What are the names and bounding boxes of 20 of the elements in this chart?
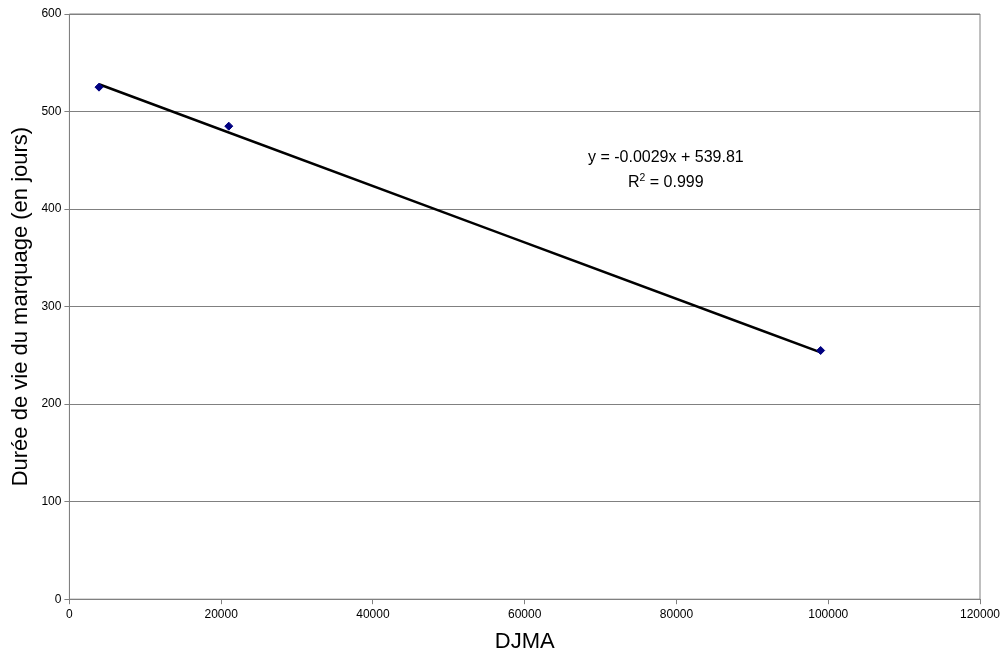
x-tick-label: 100000 bbox=[808, 606, 849, 621]
point bbox=[224, 121, 234, 131]
y-tick-label: 0 bbox=[54, 591, 62, 606]
y-axis-title: Durée de vie du marquage (en jours) bbox=[7, 126, 33, 487]
y-tick-label: 500 bbox=[41, 103, 62, 118]
y-tick-label: 400 bbox=[41, 201, 62, 216]
x-tick-label: 120000 bbox=[959, 606, 1001, 621]
x-tick-label: 80000 bbox=[659, 606, 694, 621]
point bbox=[94, 82, 104, 92]
point bbox=[816, 345, 826, 355]
y-tick-label: 200 bbox=[41, 396, 62, 411]
x-tick-label: 40000 bbox=[356, 606, 390, 621]
x-axis-title: DJMA bbox=[494, 627, 555, 653]
y-tick-label: 600 bbox=[41, 6, 62, 21]
x-tick-label: 20000 bbox=[204, 606, 239, 621]
y-tick-label: 100 bbox=[41, 493, 62, 508]
y-tick-label: 300 bbox=[41, 298, 62, 313]
x-tick-label: 60000 bbox=[508, 606, 542, 621]
annotation: y = -0.0029x + 539.81 bbox=[588, 148, 744, 165]
x-tick-label: 0 bbox=[66, 606, 74, 621]
